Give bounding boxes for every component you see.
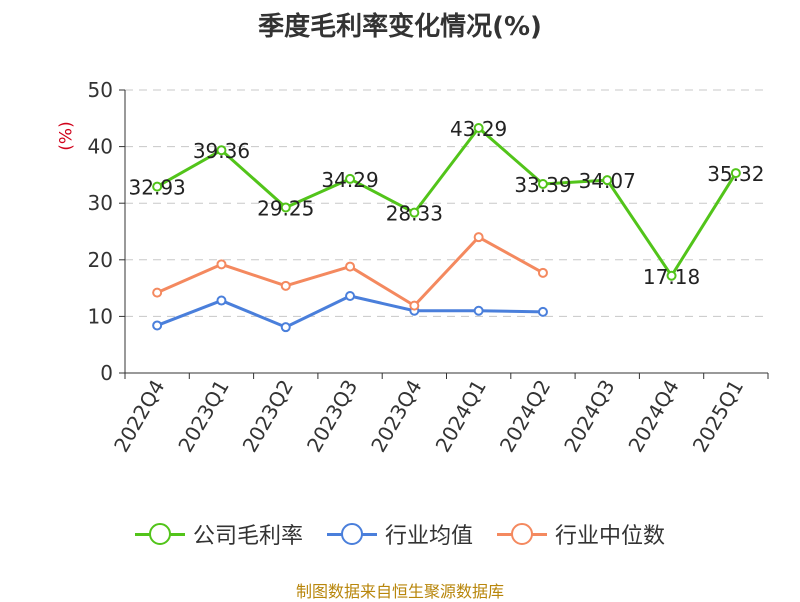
y-tick-label: 30 (88, 191, 113, 215)
data-point (473, 232, 484, 243)
x-tick-label: 2023Q2 (238, 376, 298, 457)
data-label: 34.29 (321, 168, 378, 192)
data-point (152, 287, 163, 298)
legend-marker-company (134, 523, 185, 545)
y-tick-label: 20 (88, 248, 113, 272)
data-point (537, 179, 548, 190)
y-tick-label: 10 (88, 304, 113, 328)
data-label: 39.36 (193, 139, 250, 163)
legend-item-company[interactable]: 公司毛利率 (134, 518, 303, 550)
legend: 公司毛利率 行业均值 行业中位数 (0, 518, 800, 550)
data-point (666, 270, 677, 281)
data-point (216, 259, 227, 270)
x-tick-label: 2024Q3 (559, 376, 619, 457)
legend-label-industry-mean: 行业均值 (384, 524, 473, 549)
legend-item-industry-median[interactable]: 行业中位数 (497, 518, 665, 550)
data-point (216, 145, 227, 156)
data-point (730, 168, 741, 179)
data-point (345, 173, 356, 184)
legend-label-industry-median: 行业中位数 (555, 524, 666, 549)
x-tick-label: 2025Q1 (688, 376, 748, 457)
data-point (216, 295, 227, 306)
series-line (156, 126, 738, 278)
chart-title: 季度毛利率变化情况(%) (258, 12, 542, 42)
data-point (345, 261, 356, 272)
data-label: 28.33 (386, 202, 443, 226)
data-point (280, 280, 291, 291)
x-tick-label: 2024Q2 (495, 376, 555, 457)
y-tick-label: 0 (100, 361, 113, 385)
data-label: 34.07 (579, 169, 636, 193)
data-label: 29.25 (257, 196, 314, 220)
data-point (409, 300, 420, 311)
data-label: 43.29 (450, 117, 507, 141)
x-tick-label: 2023Q4 (366, 376, 426, 457)
data-label: 35.32 (707, 162, 764, 186)
data-point (473, 305, 484, 316)
data-point (280, 202, 291, 213)
data-point (409, 207, 420, 218)
x-tick-label: 2024Q1 (431, 376, 491, 457)
x-tick-label: 2022Q4 (109, 376, 169, 457)
x-tick-label: 2023Q3 (302, 376, 362, 457)
data-point (602, 175, 613, 186)
y-tick-label: 50 (88, 78, 113, 102)
legend-item-industry-mean[interactable]: 行业均值 (326, 518, 473, 550)
data-label: 33.39 (514, 173, 571, 197)
data-point (345, 291, 356, 302)
data-point (537, 267, 548, 278)
data-point (152, 181, 163, 192)
y-tick-label: 40 (88, 135, 113, 159)
data-label: 17.18 (643, 265, 700, 289)
x-tick-label: 2023Q1 (173, 376, 233, 457)
data-point (152, 320, 163, 331)
legend-label-company: 公司毛利率 (192, 524, 303, 549)
data-point (473, 122, 484, 133)
data-source-note: 制图数据来自恒生聚源数据库 (295, 582, 504, 601)
legend-marker-industry-mean (326, 523, 377, 545)
data-point (280, 322, 291, 333)
x-tick-label: 2024Q4 (623, 376, 683, 457)
legend-marker-industry-median (497, 523, 547, 545)
data-point (537, 306, 548, 317)
data-label: 32.93 (129, 176, 186, 200)
